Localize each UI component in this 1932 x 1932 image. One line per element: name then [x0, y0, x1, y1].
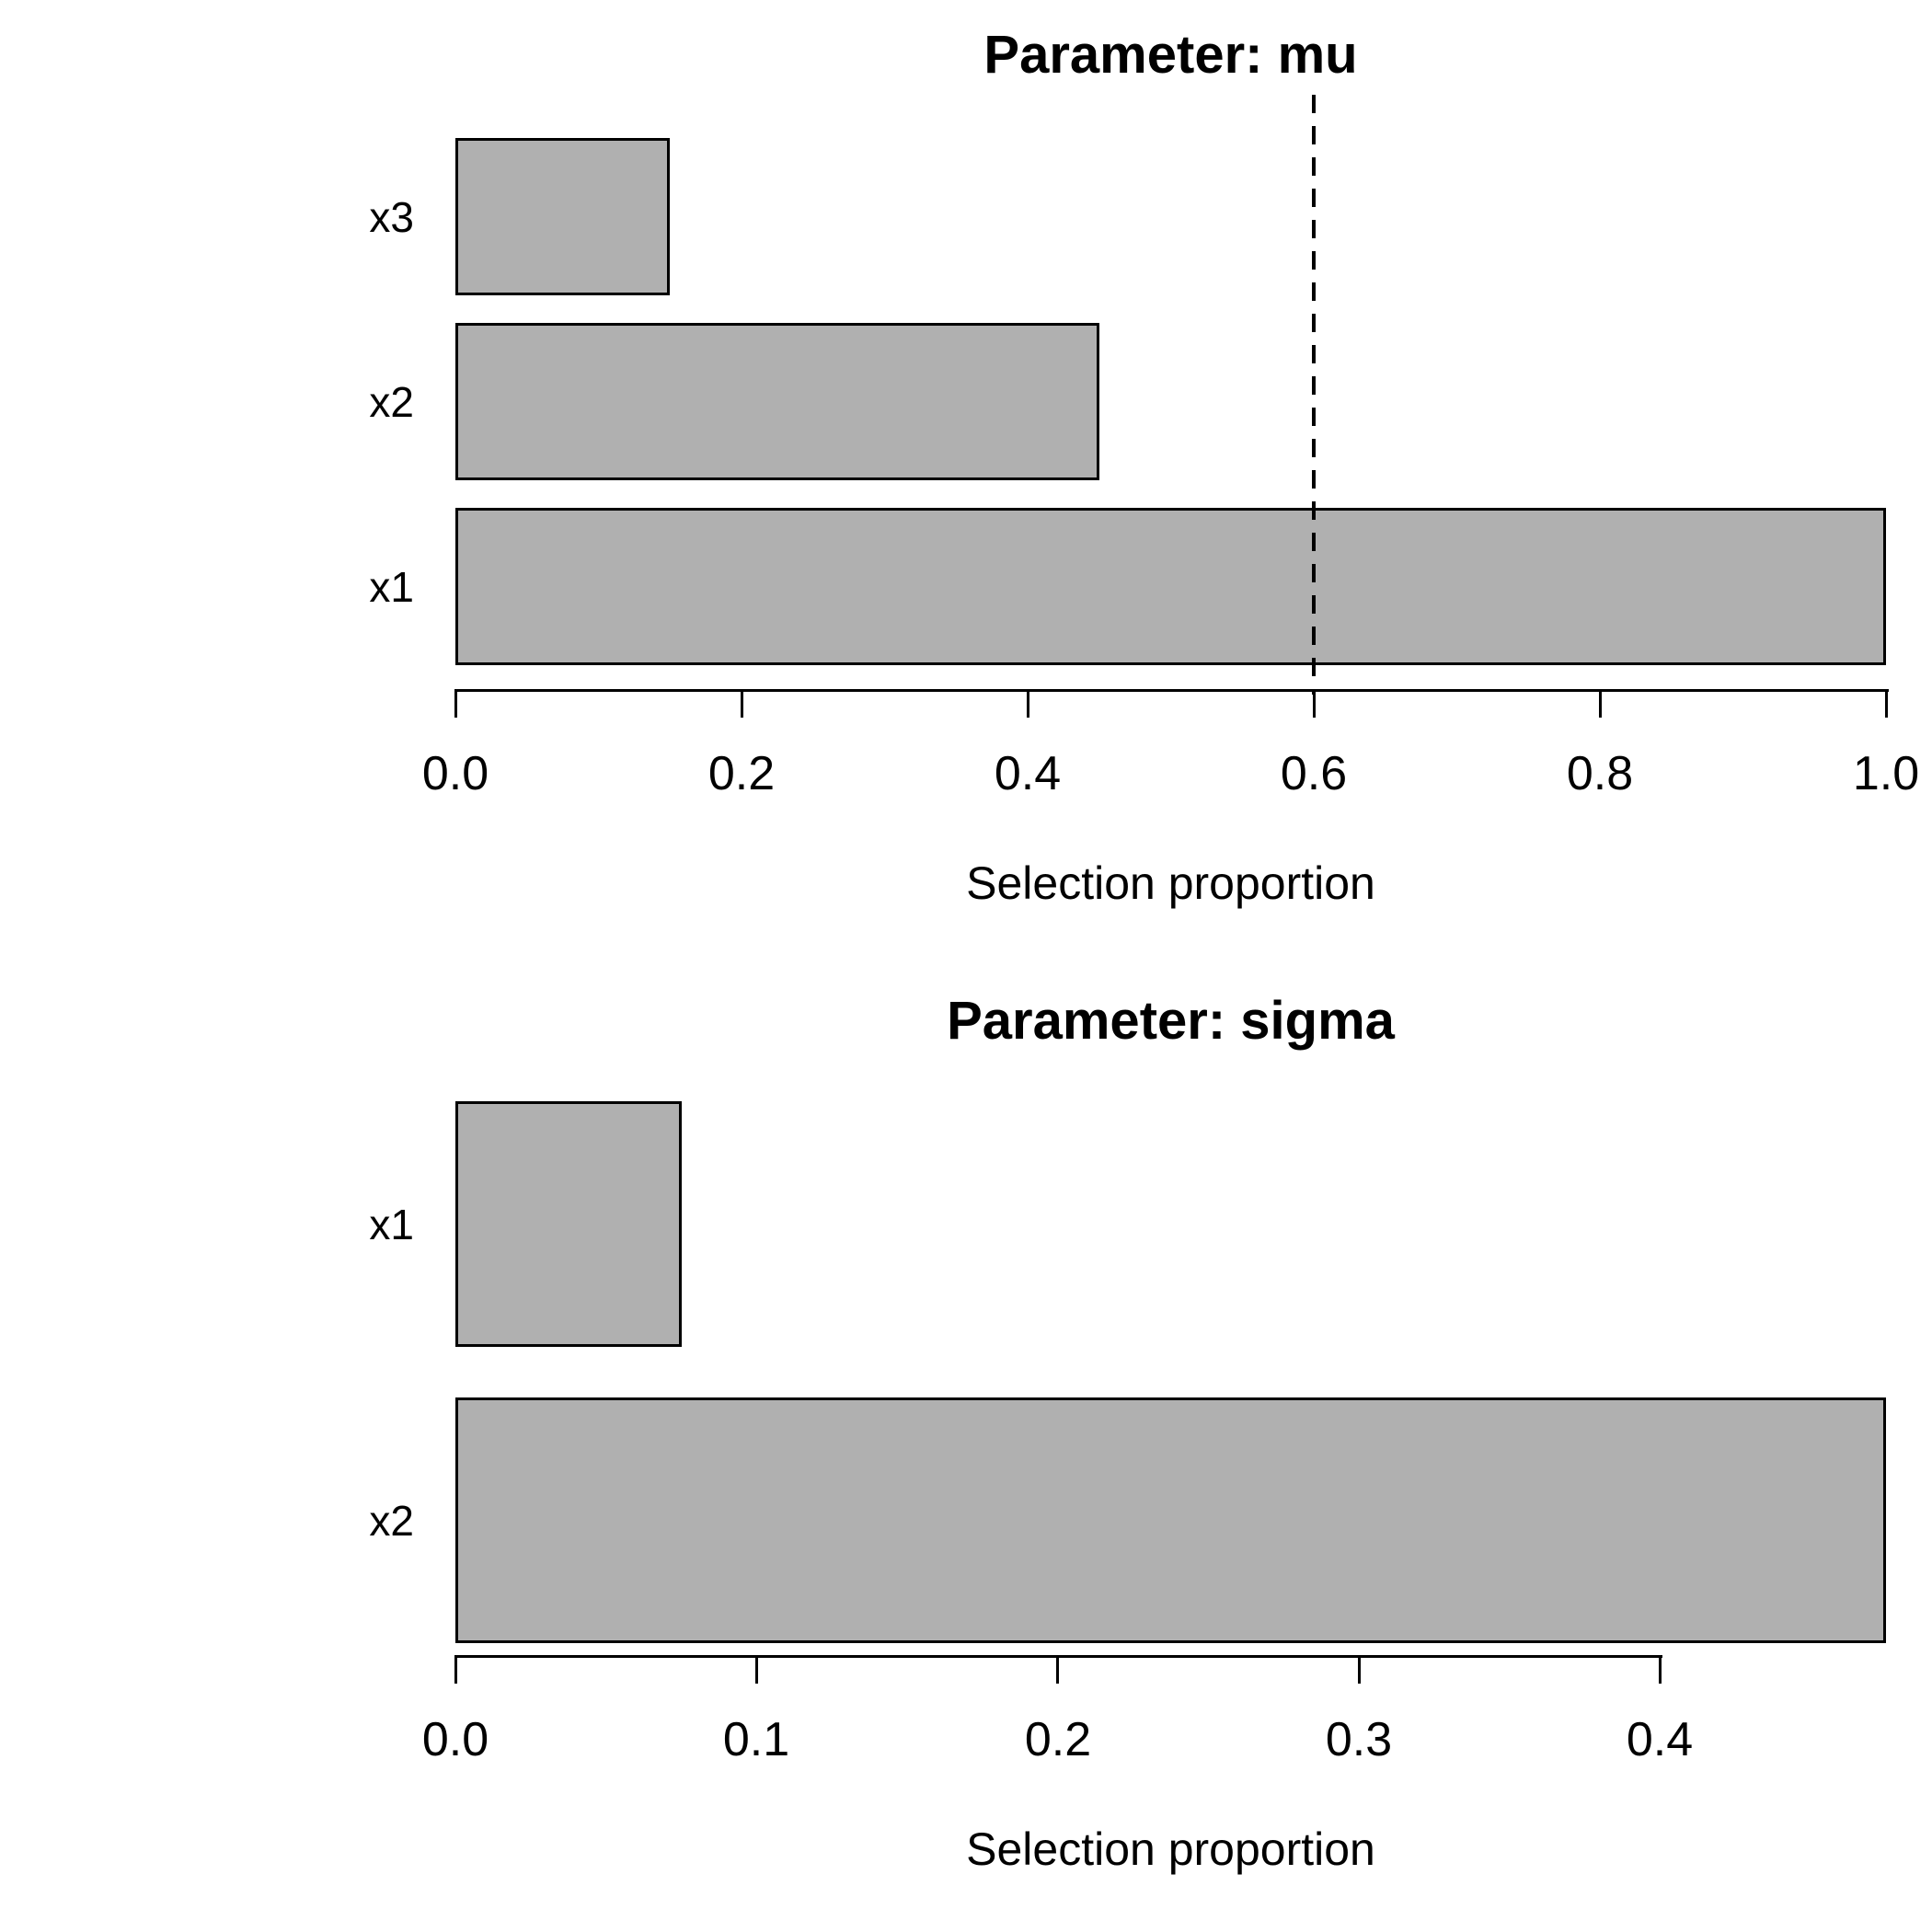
x-tick-label: 0.2	[707, 747, 776, 800]
x-tick	[1056, 1655, 1059, 1684]
x-tick-label: 0.8	[1566, 747, 1634, 800]
x-tick	[1599, 689, 1602, 718]
bar-x1	[455, 508, 1886, 665]
bar-x2	[455, 323, 1099, 480]
x-tick-label: 0.1	[722, 1713, 790, 1766]
x-tick-label: 0.3	[1325, 1713, 1393, 1766]
x-tick	[1027, 689, 1029, 718]
threshold-line	[1312, 95, 1316, 695]
x-tick	[755, 1655, 758, 1684]
x-tick-label: 0.0	[421, 1713, 489, 1766]
x-axis-line	[455, 689, 1889, 692]
bar-x3	[455, 138, 670, 295]
category-label-x1: x1	[369, 562, 414, 611]
x-tick-label: 1.0	[1852, 747, 1920, 800]
bar-x1	[455, 1101, 682, 1347]
x-tick	[1358, 1655, 1361, 1684]
category-label-x3: x3	[369, 192, 414, 241]
x-tick	[1659, 1655, 1662, 1684]
bar-chart-panel-mu: Parameter: mu Selection proportion x3 x2 x…	[369, 25, 1920, 909]
x-tick	[454, 689, 457, 718]
bar-x2	[455, 1397, 1886, 1643]
category-label-x2: x2	[369, 377, 414, 426]
x-axis-label: Selection proportion	[966, 1823, 1375, 1875]
x-tick	[454, 1655, 457, 1684]
bar-chart-panel-sigma: Parameter: sigma Selection proportion x1…	[0, 966, 1932, 1932]
x-tick-label: 0.6	[1280, 747, 1348, 800]
x-tick	[741, 689, 743, 718]
x-axis-line	[455, 1655, 1662, 1658]
x-tick	[1885, 689, 1888, 718]
x-tick	[1313, 689, 1316, 718]
category-label-x2: x2	[369, 1496, 414, 1545]
x-axis-label: Selection proportion	[966, 857, 1375, 909]
chart-title: Parameter: mu	[983, 25, 1358, 85]
x-tick-label: 0.2	[1024, 1713, 1092, 1766]
x-tick-label: 0.0	[421, 747, 489, 800]
x-tick-label: 0.4	[1626, 1713, 1694, 1766]
x-tick-label: 0.4	[994, 747, 1062, 800]
chart-title: Parameter: sigma	[947, 991, 1395, 1051]
category-label-x1: x1	[369, 1200, 414, 1248]
